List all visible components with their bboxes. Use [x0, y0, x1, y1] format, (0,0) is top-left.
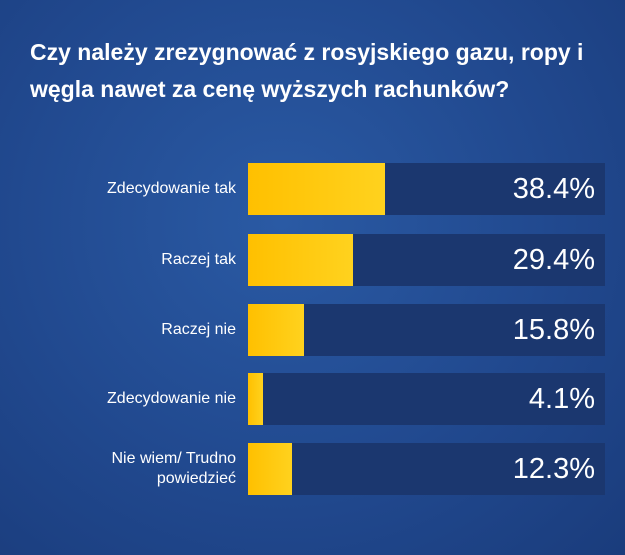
value-label: 4.1%	[528, 383, 595, 415]
bar-track: 29.4%	[248, 234, 605, 286]
bar-row: Raczej tak 29.4%	[0, 234, 625, 286]
category-label: Raczej nie	[161, 321, 236, 338]
category-label: Zdecydowanie tak	[107, 180, 236, 197]
bar-track: 38.4%	[248, 163, 605, 215]
value-label: 29.4%	[512, 244, 595, 276]
category-label: Nie wiem/ Trudno powiedzieć	[111, 450, 237, 487]
value-label: 12.3%	[512, 453, 595, 485]
value-label: 38.4%	[512, 173, 595, 205]
bar	[248, 373, 263, 425]
bar-row: Raczej nie 15.8%	[0, 304, 625, 356]
value-label: 15.8%	[512, 314, 595, 346]
bar	[248, 163, 386, 215]
bar-row: Zdecydowanie nie 4.1%	[0, 373, 625, 425]
bar-row: Nie wiem/ Trudno powiedzieć 12.3%	[0, 443, 625, 495]
bar-track: 15.8%	[248, 304, 605, 356]
bar	[248, 304, 305, 356]
category-label: Raczej tak	[161, 251, 236, 268]
chart-title: Czy należy zrezygnować z rosyjskiego gaz…	[30, 39, 584, 102]
category-label: Zdecydowanie nie	[107, 390, 236, 407]
bar	[248, 443, 292, 495]
bar	[248, 234, 353, 286]
bar-track: 12.3%	[248, 443, 605, 495]
bar-track: 4.1%	[248, 373, 605, 425]
bar-row: Zdecydowanie tak 38.4%	[0, 163, 625, 215]
